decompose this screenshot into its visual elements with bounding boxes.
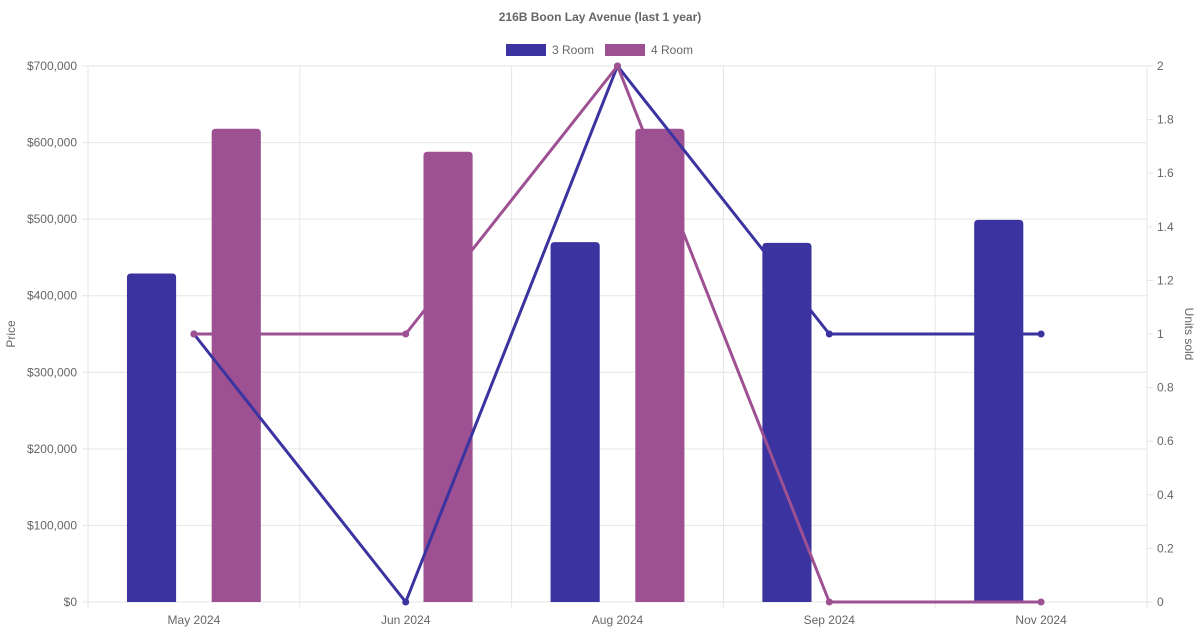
y-left-tick-label: $400,000: [27, 289, 77, 303]
point-4-room[interactable]: [402, 330, 410, 338]
bar-3-room[interactable]: [126, 273, 177, 602]
y-right-tick-label: 1: [1157, 327, 1164, 341]
bar-3-room[interactable]: [974, 219, 1024, 602]
legend-label-4-room: 4 Room: [651, 43, 693, 57]
y-right-tick-label: 1.8: [1157, 113, 1174, 127]
y-left-tick-label: $0: [64, 595, 78, 609]
y-axis-left-title: Price: [4, 320, 18, 348]
y-right-tick-label: 0.8: [1157, 381, 1174, 395]
y-right-tick-label: 1.6: [1157, 166, 1174, 180]
point-4-room[interactable]: [825, 598, 833, 606]
x-tick-label: Sep 2024: [804, 613, 856, 627]
chart-title: 216B Boon Lay Avenue (last 1 year): [499, 10, 702, 24]
lines-layer: [190, 62, 1045, 606]
x-tick-label: Nov 2024: [1015, 613, 1067, 627]
point-3-room[interactable]: [402, 598, 410, 606]
point-4-room[interactable]: [614, 62, 621, 70]
bars-layer: [126, 128, 1024, 602]
y-left-tick-label: $200,000: [27, 442, 77, 456]
y-axis-right-title: Units sold: [1182, 308, 1196, 361]
legend-label-3-room: 3 Room: [552, 43, 594, 57]
legend-item-3-room[interactable]: 3 Room: [506, 43, 594, 57]
y-right-tick-label: 2: [1157, 59, 1164, 73]
bar-3-room[interactable]: [550, 242, 600, 602]
point-4-room[interactable]: [190, 330, 198, 338]
y-right-tick-label: 1.4: [1157, 220, 1174, 234]
x-tick-label: May 2024: [168, 613, 221, 627]
legend-item-4-room[interactable]: 4 Room: [605, 43, 693, 57]
y-left-tick-label: $300,000: [27, 365, 77, 379]
x-tick-label: Jun 2024: [381, 613, 431, 627]
point-4-room[interactable]: [1037, 598, 1045, 606]
y-left-tick-label: $600,000: [27, 136, 77, 150]
y-left-tick-label: $700,000: [27, 59, 77, 73]
y-right-tick-label: 0.4: [1157, 488, 1174, 502]
bar-4-room[interactable]: [211, 128, 261, 602]
legend: 3 Room 4 Room: [506, 43, 693, 57]
legend-swatch-4-room: [605, 44, 645, 56]
bar-4-room[interactable]: [635, 128, 685, 602]
y-left-tick-label: $100,000: [27, 518, 77, 532]
bar-3-room[interactable]: [762, 242, 812, 602]
point-3-room[interactable]: [1037, 330, 1045, 338]
y-right-tick-label: 1.2: [1157, 273, 1174, 287]
y-right-tick-label: 0: [1157, 595, 1164, 609]
axes-layer: $0 $100,000 $200,000 $300,000 $400,000 $500,0…: [27, 59, 1174, 627]
legend-swatch-3-room: [506, 44, 546, 56]
y-right-tick-label: 0.6: [1157, 434, 1174, 448]
point-3-room[interactable]: [825, 330, 833, 338]
y-left-tick-label: $500,000: [27, 212, 77, 226]
x-tick-label: Aug 2024: [592, 613, 644, 627]
y-right-tick-label: 0.2: [1157, 541, 1174, 555]
